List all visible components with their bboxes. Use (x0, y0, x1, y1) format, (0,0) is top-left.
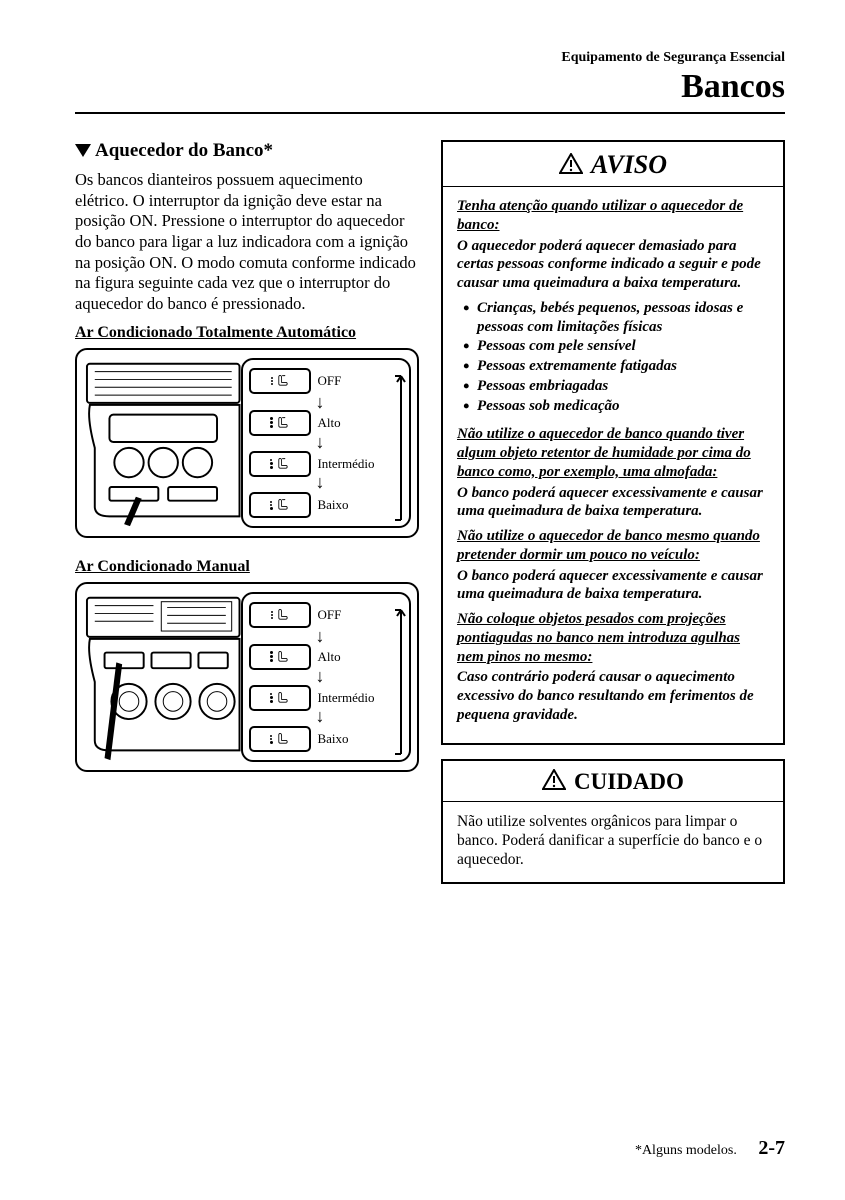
diagram1-heading: Ar Condicionado Totalmente Automático (75, 324, 419, 342)
seat-heater-high-state (249, 644, 311, 670)
seat-icon (276, 416, 290, 430)
aviso-lead-3: Não utilize o aquecedor de banco mesmo q… (457, 527, 769, 565)
diagram2-heading: Ar Condicionado Manual (75, 558, 419, 576)
seat-heater-off-state (249, 368, 311, 394)
aviso-para-1: O aquecedor poderá aquecer demasiado par… (457, 237, 769, 293)
triangle-icon (75, 144, 91, 157)
mode-label-low: Baixo (317, 731, 348, 747)
arrow-down-icon: ↓ (315, 627, 324, 645)
loop-arrow-icon (395, 370, 407, 526)
dashboard-illustration-auto (85, 358, 241, 528)
diagram-manual-ac: OFF ↓ Alto ↓ (75, 582, 419, 772)
arrow-down-icon: ↓ (315, 667, 324, 685)
seat-heater-low-state (249, 492, 311, 518)
aviso-bullet: Pessoas embriagadas (463, 377, 769, 396)
aviso-bullet: Crianças, bebés pequenos, pessoas idosas… (463, 299, 769, 337)
aviso-para-3: O banco poderá aquecer excessivamente e … (457, 567, 769, 605)
aviso-para-4: Caso contrário poderá causar o aquecimen… (457, 668, 769, 724)
arrow-down-icon: ↓ (315, 433, 324, 451)
seat-heater-mid-state (249, 451, 311, 477)
mode-label-off: OFF (317, 607, 341, 623)
diagram-auto-ac: OFF ↓ Alto ↓ (75, 348, 419, 538)
subsection-heading: Aquecedor do Banco* (75, 140, 419, 162)
arrow-down-icon: ↓ (315, 707, 324, 725)
page-header: Equipamento de Segurança Essencial Banco… (75, 50, 785, 106)
aviso-lead-4: Não coloque objetos pesados com projeçõe… (457, 610, 769, 666)
aviso-bullet: Pessoas com pele sensível (463, 337, 769, 356)
seat-heater-mid-state (249, 685, 311, 711)
aviso-bullet-list: Crianças, bebés pequenos, pessoas idosas… (463, 299, 769, 416)
seat-icon (276, 650, 290, 664)
seat-icon (276, 608, 290, 622)
aviso-lead-2: Não utilize o aquecedor de banco quando … (457, 425, 769, 481)
seat-heater-high-state (249, 410, 311, 436)
cuidado-box: CUIDADO Não utilize solventes orgânicos … (441, 759, 785, 884)
cuidado-body: Não utilize solventes orgânicos para lim… (443, 802, 783, 882)
seat-icon (276, 457, 290, 471)
cuidado-title: CUIDADO (574, 769, 684, 794)
aviso-bullet: Pessoas extremamente fatigadas (463, 357, 769, 376)
seat-icon (276, 374, 290, 388)
loop-arrow-icon (395, 604, 407, 760)
aviso-title: AVISO (591, 150, 667, 179)
aviso-lead-1: Tenha atenção quando utilizar o aquecedo… (457, 197, 769, 235)
aviso-para-2: O banco poderá aquecer excessivamente e … (457, 484, 769, 522)
mode-button-panel-manual: OFF ↓ Alto ↓ (241, 592, 411, 762)
section-title: Bancos (75, 68, 785, 106)
mode-button-panel: OFF ↓ Alto ↓ (241, 358, 411, 528)
seat-heater-low-state (249, 726, 311, 752)
warning-triangle-icon (542, 769, 566, 791)
seat-icon (276, 732, 290, 746)
dashboard-illustration-manual (85, 592, 241, 762)
page-footer: *Alguns modelos. 2-7 (635, 1137, 785, 1160)
mode-label-high: Alto (317, 649, 340, 665)
chapter-title: Equipamento de Segurança Essencial (75, 50, 785, 66)
mode-label-off: OFF (317, 373, 341, 389)
aviso-bullet: Pessoas sob medicação (463, 397, 769, 416)
mode-label-low: Baixo (317, 497, 348, 513)
intro-paragraph: Os bancos dianteiros possuem aquecimento… (75, 170, 419, 314)
seat-icon (276, 691, 290, 705)
seat-heater-off-state (249, 602, 311, 628)
aviso-box: AVISO Tenha atenção quando utilizar o aq… (441, 140, 785, 745)
mode-label-mid: Intermédio (317, 456, 374, 472)
mode-label-mid: Intermédio (317, 690, 374, 706)
footnote: *Alguns modelos. (635, 1143, 737, 1158)
arrow-down-icon: ↓ (315, 393, 324, 411)
page-number: 2-7 (758, 1137, 785, 1159)
mode-label-high: Alto (317, 415, 340, 431)
arrow-down-icon: ↓ (315, 473, 324, 491)
warning-triangle-icon (559, 153, 583, 175)
seat-icon (276, 498, 290, 512)
header-divider (75, 112, 785, 114)
